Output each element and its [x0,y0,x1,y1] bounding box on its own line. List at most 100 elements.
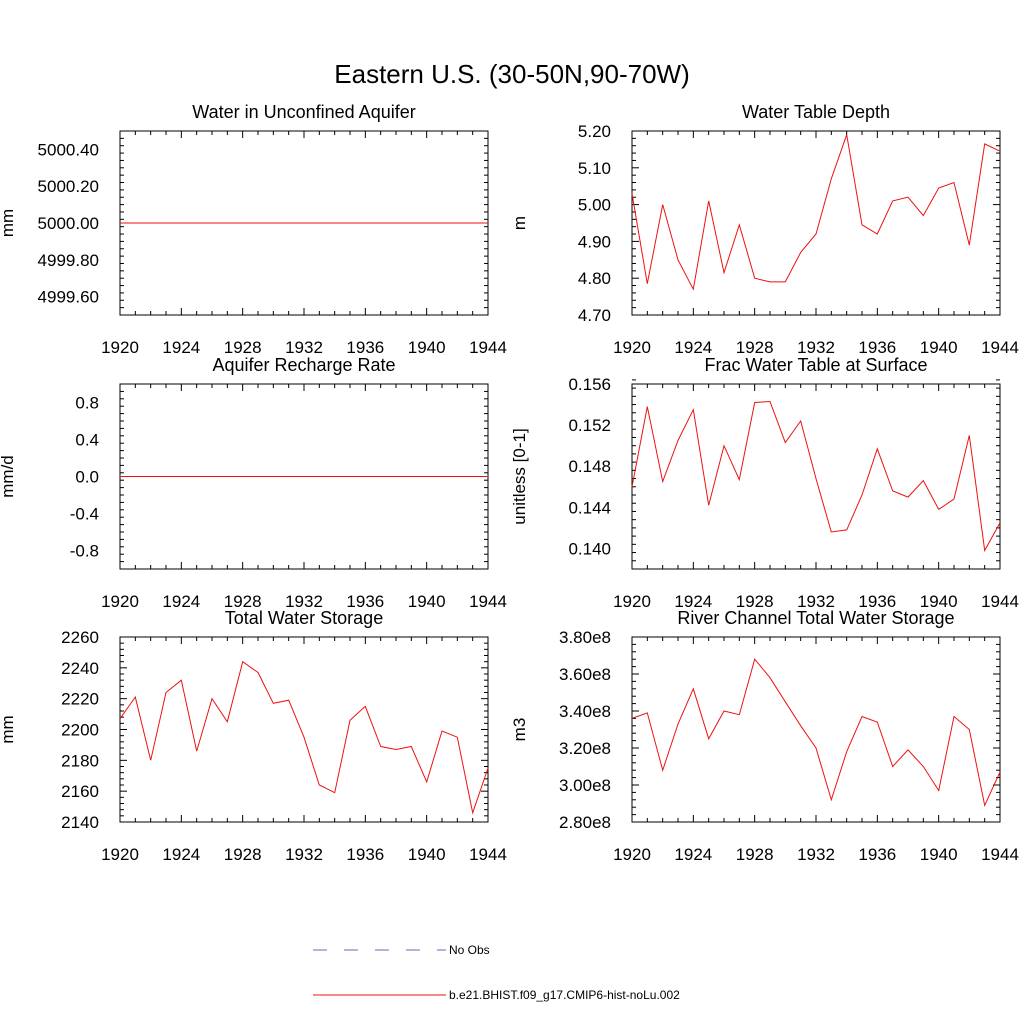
legend-label-model: b.e21.BHIST.f09_g17.CMIP6-hist-noLu.002 [449,988,680,1002]
x-tick-label: 1936 [346,592,384,611]
x-tick-label: 1928 [736,592,774,611]
y-axis-label: mm [0,715,17,743]
y-tick-label: 4999.80 [38,251,99,270]
y-tick-label: 4.90 [578,232,611,251]
figure-title: Eastern U.S. (30-50N,90-70W) [334,59,689,89]
x-tick-label: 1920 [101,338,139,357]
panels: 1920 1924 1928 1932 1936 1940 1944 4999.60 4999.… [0,102,1019,864]
x-tick-label: 1924 [674,338,712,357]
y-axis-label: m [510,216,529,230]
x-tick-label: 1936 [858,845,896,864]
x-tick-label: 1944 [469,845,507,864]
y-tick-label: 5.00 [578,196,611,215]
x-tick-label: 1944 [469,592,507,611]
x-tick-label: 1936 [346,845,384,864]
x-tick-label: 1932 [797,592,835,611]
y-tick-label: 2240 [61,659,99,678]
x-tick-label: 1924 [162,845,200,864]
x-tick-label: 1920 [613,592,651,611]
x-tick-label: 1944 [981,592,1019,611]
y-tick-label: 0.144 [568,498,611,517]
x-tick-label: 1928 [224,338,262,357]
x-tick-label: 1936 [346,338,384,357]
plot-frame [119,636,489,823]
y-tick-label: 0.156 [568,375,611,394]
x-tick-label: 1940 [920,845,958,864]
y-tick-label: 0.152 [568,416,611,435]
panel-title: Water in Unconfined Aquifer [192,102,415,122]
y-tick-label: 2220 [61,690,99,709]
x-tick-label: 1940 [408,592,446,611]
plot-frame [631,383,1001,570]
x-tick-label: 1924 [674,845,712,864]
y-tick-label: 3.40e8 [559,702,611,721]
panel-title: Water Table Depth [742,102,890,122]
chart-panel: 1920 1924 1928 1932 1936 1940 1944 0.140 0.144 0.… [510,355,1019,611]
x-tick-label: 1920 [613,338,651,357]
y-tick-label: -0.8 [70,542,99,561]
x-tick-label: 1932 [285,592,323,611]
y-tick-label: 3.20e8 [559,739,611,758]
x-tick-label: 1940 [408,338,446,357]
y-tick-label: 2180 [61,751,99,770]
x-tick-label: 1924 [674,592,712,611]
panel-title: River Channel Total Water Storage [677,608,954,628]
panel-title: Frac Water Table at Surface [704,355,927,375]
x-tick-label: 1928 [224,592,262,611]
chart-panel: 1920 1924 1928 1932 1936 1940 1944 2.80e8 3.00e8… [510,608,1019,864]
y-tick-label: 0.140 [568,539,611,558]
x-tick-label: 1944 [981,845,1019,864]
y-tick-label: 5.10 [578,159,611,178]
series-line [631,658,1001,808]
x-tick-label: 1940 [408,845,446,864]
x-tick-label: 1932 [797,845,835,864]
chart-panel: 1920 1924 1928 1932 1936 1940 1944 -0.8 -0.4 0.0 0… [0,355,507,611]
x-tick-label: 1932 [285,845,323,864]
x-tick-label: 1928 [736,845,774,864]
y-tick-label: 5000.40 [38,140,99,159]
y-tick-label: 4.70 [578,306,611,325]
y-tick-label: 2160 [61,782,99,801]
chart-panel: 1920 1924 1928 1932 1936 1940 1944 4999.60 4999.… [0,102,507,357]
y-tick-label: 5000.20 [38,177,99,196]
y-tick-label: 5000.00 [38,214,99,233]
panel-title: Aquifer Recharge Rate [212,355,395,375]
plot-frame [631,636,1001,823]
x-tick-label: 1932 [797,338,835,357]
y-tick-label: 2260 [61,628,99,647]
x-tick-label: 1920 [101,845,139,864]
chart-panel: 1920 1924 1928 1932 1936 1940 1944 4.70 4.80 4.90… [510,102,1019,357]
x-tick-label: 1940 [920,338,958,357]
y-tick-label: 5.20 [578,122,611,141]
series-line [631,400,1001,553]
x-tick-label: 1924 [162,338,200,357]
series-line [631,134,1001,291]
y-tick-label: 2140 [61,813,99,832]
y-tick-label: 3.60e8 [559,665,611,684]
y-tick-label: 3.80e8 [559,628,611,647]
x-tick-label: 1928 [224,845,262,864]
x-tick-label: 1944 [981,338,1019,357]
x-tick-label: 1932 [285,338,323,357]
y-axis-label: mm/d [0,455,17,498]
x-tick-label: 1928 [736,338,774,357]
y-tick-label: 4999.60 [38,288,99,307]
y-axis-label: unitless [0-1] [510,428,529,524]
x-tick-label: 1936 [858,338,896,357]
series-line [119,660,489,815]
y-tick-label: 0.4 [75,431,99,450]
y-tick-label: 2.80e8 [559,813,611,832]
plot-frame [631,130,1001,316]
y-axis-label: mm [0,209,17,237]
x-tick-label: 1920 [101,592,139,611]
y-tick-label: 4.80 [578,269,611,288]
panel-title: Total Water Storage [225,608,383,628]
legend-label-no-obs: No Obs [449,943,490,957]
x-tick-label: 1924 [162,592,200,611]
x-tick-label: 1944 [469,338,507,357]
y-tick-label: 0.8 [75,394,99,413]
x-tick-label: 1940 [920,592,958,611]
y-tick-label: 0.0 [75,468,99,487]
